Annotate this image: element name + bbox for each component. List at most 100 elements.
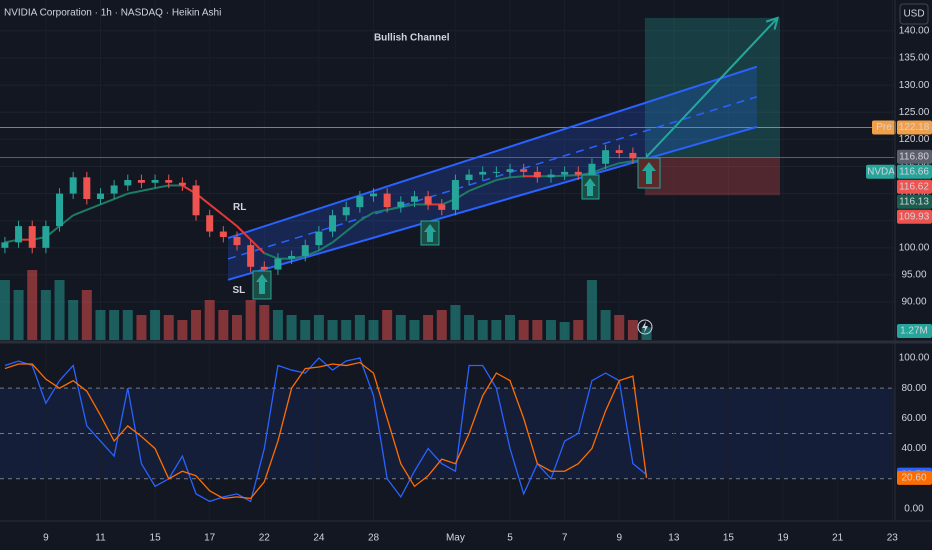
volume-bar: [109, 310, 120, 340]
channel-line: [227, 125, 758, 281]
ma-segment: [331, 230, 347, 244]
candle-body: [1, 242, 9, 248]
price-label-box: [897, 164, 932, 179]
volume-bar: [191, 310, 202, 340]
ma-segment: [113, 192, 129, 200]
candle-body: [329, 215, 337, 232]
volume-bar: [436, 310, 447, 340]
stoch-tick-label: 100.00: [899, 353, 930, 364]
candle-body: [520, 169, 528, 172]
ma-segment: [509, 175, 524, 179]
ma-segment: [209, 203, 224, 217]
candle-body: [602, 150, 610, 164]
alert-icon[interactable]: [637, 319, 653, 335]
y-tick-label: 90.00: [901, 297, 926, 308]
y-tick-label: 95.00: [901, 270, 926, 281]
signal-arrow: [424, 224, 436, 242]
candle-body: [479, 171, 487, 175]
x-tick-label: 17: [204, 533, 216, 544]
candle-body: [247, 245, 255, 267]
candle-body: [492, 171, 500, 173]
alert-circle[interactable]: [637, 319, 653, 335]
currency-button[interactable]: [899, 3, 929, 25]
candle-body: [342, 207, 350, 216]
ma-segment: [482, 179, 497, 187]
price-label-name: NVDA: [867, 166, 895, 177]
candle-body: [547, 174, 555, 178]
x-tick-label: 21: [832, 533, 844, 544]
x-tick-label: 13: [668, 533, 680, 544]
alert-bolt[interactable]: [642, 321, 648, 333]
stoch-last-box: [897, 470, 932, 485]
volume-bar: [81, 290, 92, 340]
volume-bar: [245, 300, 256, 340]
x-tick-label: 5: [507, 533, 513, 544]
x-tick-label: 15: [723, 533, 735, 544]
y-tick-label: 135.00: [899, 53, 930, 64]
volume-bar: [559, 322, 570, 340]
y-tick-label: 130.00: [899, 80, 930, 91]
ma-segment: [236, 225, 252, 241]
candle-body: [561, 171, 569, 175]
y-tick-label: 100.00: [899, 242, 930, 253]
candle-body: [124, 180, 132, 186]
ma-segment: [564, 174, 579, 177]
stoch-line: [4, 361, 648, 500]
price-label-name-box: [866, 164, 896, 179]
price-label: 116.66: [899, 166, 929, 177]
x-tick-label: 23: [887, 533, 899, 544]
candle-body: [137, 180, 145, 183]
candle-body: [533, 171, 541, 178]
volume-bar: [163, 315, 174, 340]
candle-body: [438, 204, 446, 210]
candle-body: [83, 177, 91, 200]
volume-bar: [395, 315, 406, 340]
x-tick-label: 28: [368, 533, 380, 544]
ma-segment: [100, 198, 115, 206]
volume-bar: [423, 315, 434, 340]
y-tick-label: 125.00: [899, 107, 930, 118]
ma-segment: [222, 214, 238, 227]
y-tick-label: 140.00: [899, 26, 930, 37]
price-label: 122.18: [899, 122, 930, 133]
candle-body: [69, 177, 77, 194]
currency[interactable]: USD: [903, 9, 924, 20]
candle-body: [206, 215, 214, 232]
candle-body: [56, 193, 64, 227]
volume-bar: [627, 320, 638, 340]
annotation: RL: [233, 202, 246, 213]
candle-body: [397, 201, 405, 208]
price-label-box: [897, 194, 932, 209]
stoch-line: [4, 357, 647, 503]
volume-bar: [368, 320, 379, 340]
channel-fill: [227, 66, 757, 280]
volume-bar: [204, 300, 215, 340]
ma-segment: [605, 162, 620, 169]
annotation: SL: [233, 285, 246, 296]
x-tick-label: 19: [777, 533, 789, 544]
candle-body: [260, 266, 268, 270]
candle-body: [574, 171, 582, 175]
volume-bar: [600, 310, 611, 340]
volume-bar: [13, 290, 24, 340]
volume-bar: [300, 320, 311, 340]
candle-body: [151, 180, 159, 183]
price-label: 116.13: [899, 196, 929, 207]
volume-bar: [259, 305, 270, 340]
volume-bar: [54, 280, 65, 340]
candle-body: [42, 226, 50, 248]
volume-bar: [614, 315, 625, 340]
volume-bar: [532, 320, 543, 340]
candle-body: [110, 185, 118, 194]
x-tick-label: 22: [259, 533, 271, 544]
stoch-last-label: 20.60: [901, 473, 926, 484]
candle-body: [629, 152, 637, 159]
candle-body: [28, 226, 36, 248]
ma-segment: [359, 211, 375, 222]
volume-label-box: [897, 324, 932, 338]
volume-bar: [0, 280, 10, 340]
volume-bar: [382, 310, 393, 340]
volume-bar: [327, 320, 338, 340]
price-label: 116.62: [899, 181, 929, 192]
volume-bar: [573, 320, 584, 340]
